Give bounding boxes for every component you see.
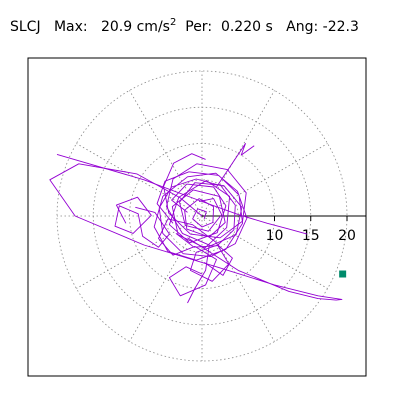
max-value: 20.9 <box>100 19 133 35</box>
grid-spoke <box>201 143 328 217</box>
max-unit: cm/s <box>136 19 170 35</box>
grid-spoke <box>201 90 275 217</box>
grid-spoke <box>129 215 203 342</box>
radial-tick-label: 20 <box>338 228 356 244</box>
trace-path <box>216 143 255 188</box>
plot-frame <box>27 57 367 377</box>
radial-tick-label: 10 <box>266 228 284 244</box>
trace-path <box>49 163 343 301</box>
max-unit-exponent: 2 <box>169 17 177 28</box>
per-label: Per: <box>185 19 213 35</box>
end-marker-group <box>339 270 347 278</box>
trace-path <box>56 153 308 235</box>
trace-path <box>158 218 233 297</box>
max-label: Max: <box>53 19 88 35</box>
grid-spoke <box>129 90 203 217</box>
chart-title: SLCJ Max: 20.9 cm/s2 Per: 0.220 s Ang: -… <box>10 17 359 37</box>
grid-spoke <box>76 215 203 289</box>
grid-spoke <box>76 143 203 217</box>
ang-label: Ang: <box>286 19 319 35</box>
ang-value: -22.3 <box>322 19 359 35</box>
end-marker <box>339 270 347 278</box>
radial-tick-label: 15 <box>302 228 320 244</box>
radial-axis: 10 15 20 <box>202 215 366 244</box>
motion-trace <box>49 143 343 304</box>
grid-spoke <box>201 215 275 342</box>
trace-path <box>114 196 170 248</box>
station-name: SLCJ <box>10 19 41 35</box>
trace-path <box>187 244 210 304</box>
grid-spoke <box>201 215 328 289</box>
trace-path <box>168 180 231 249</box>
per-value: 0.220 s <box>220 19 273 35</box>
trace-path <box>163 153 247 247</box>
trace-path <box>153 171 248 261</box>
